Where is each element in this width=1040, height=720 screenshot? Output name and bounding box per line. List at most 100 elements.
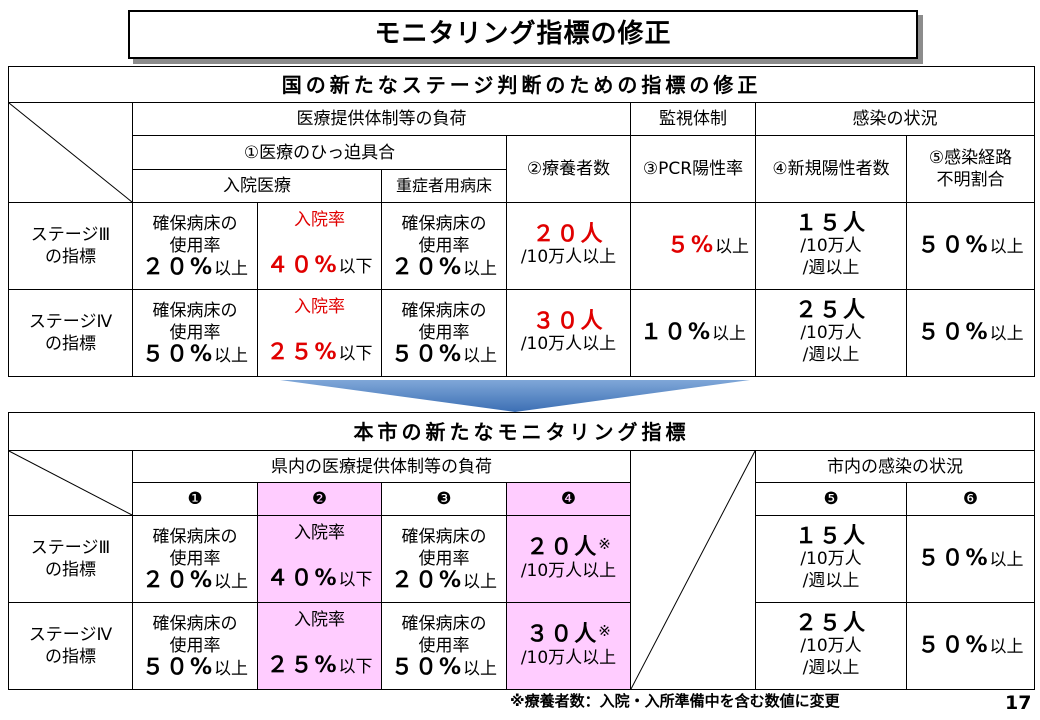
- route-value: ５０%: [917, 232, 990, 258]
- beds-label: 確保病床の: [152, 526, 238, 547]
- national-col-severe: 重症者用病床: [381, 169, 507, 203]
- hosp-value: ２５%: [266, 340, 339, 365]
- footnote: ※療養者数：入院・入所準備中を含む数値に変更: [510, 692, 840, 710]
- national-col-pcr: ③PCR陽性率: [630, 135, 756, 203]
- stage-suffix: の指標: [45, 560, 96, 580]
- national-header: 国の新たなステージ判断のための指標の修正: [7, 66, 1036, 103]
- hosp-value: ２５%: [266, 653, 339, 678]
- beds-label: 使用率: [169, 548, 221, 569]
- beds-value: ２０%: [141, 567, 215, 593]
- pcr-rate-cell: １０%以上: [630, 289, 756, 377]
- down-arrow-icon: [280, 380, 750, 412]
- beds-usage-cell: 確保病床の 使用率 ５０%以上: [132, 602, 258, 690]
- new-cases-cell: ２５人 /10万人 /週以上: [755, 289, 907, 377]
- national-col-unknown-route: ⑤感染経路 不明割合: [905, 135, 1036, 203]
- city-col-2: ❷: [257, 482, 382, 516]
- beds-label: 使用率: [169, 322, 221, 343]
- new-unit: /週以上: [802, 658, 860, 678]
- hosp-label: 入院率: [294, 297, 345, 317]
- route-suffix: 以上: [989, 323, 1024, 344]
- national-col-unknown-route-line2: 不明割合: [936, 170, 1005, 190]
- recuperating-cell: ２０人※ /10万人以上: [506, 515, 631, 603]
- beds-value: ５０%: [141, 654, 215, 680]
- severe-beds-cell: 確保病床の 使用率 ２０%以上: [381, 515, 507, 603]
- pcr-value: １０%: [639, 319, 713, 345]
- stage-label: ステージⅣ の指標: [8, 602, 133, 690]
- hosp-suffix: 以下: [338, 657, 373, 677]
- national-col-inpatient: 入院医療: [132, 169, 382, 203]
- severe-label: 確保病床の: [401, 613, 487, 634]
- city-group-medical: 県内の医療提供体制等の負荷: [132, 450, 631, 483]
- severe-value: ２０%: [390, 567, 464, 593]
- slide-title: モニタリング指標の修正: [374, 19, 672, 49]
- severe-label: 使用率: [418, 322, 470, 343]
- city-row-stage3: ステージⅢ の指標 確保病床の 使用率 ２０%以上 入院率 ４０%以下 確保病床…: [8, 515, 1035, 603]
- recuperating-cell: ２０人 /10万人以上: [506, 202, 631, 290]
- city-group-infection: 市内の感染の状況: [755, 450, 1035, 483]
- hosp-value: ４０%: [266, 566, 339, 591]
- hosp-label: 入院率: [294, 523, 345, 543]
- hospitalization-rate-cell: 入院率 ４０%以下: [257, 202, 382, 290]
- city-corner-cell: [8, 450, 133, 516]
- route-suffix: 以上: [989, 636, 1024, 657]
- severe-label: 確保病床の: [401, 213, 487, 234]
- new-cases-cell: １５人 /10万人 /週以上: [755, 515, 907, 603]
- new-unit: /10万人: [800, 549, 862, 569]
- hosp-suffix: 以下: [338, 344, 373, 364]
- note-mark: ※: [598, 621, 611, 640]
- beds-suffix: 以上: [214, 571, 249, 592]
- national-sub-pressure: ①医療のひっ迫具合: [132, 135, 507, 170]
- new-unit: /10万人: [800, 323, 862, 343]
- recuperating-cell: ３０人※ /10万人以上: [506, 602, 631, 690]
- national-row-stage3: ステージⅢ の指標 確保病床の 使用率 ２０%以上 入院率 ４０%以下 確保病床…: [8, 202, 1036, 290]
- beds-suffix: 以上: [214, 345, 249, 366]
- unknown-route-cell: ５０%以上: [906, 515, 1035, 603]
- national-col-new-cases: ④新規陽性者数: [755, 135, 907, 203]
- slide-title-box: モニタリング指標の修正: [128, 10, 918, 59]
- hospitalization-rate-cell: 入院率 ４０%以下: [257, 515, 382, 603]
- page-number: 17: [1005, 692, 1032, 714]
- severe-label: 使用率: [418, 548, 470, 569]
- beds-usage-cell: 確保病床の 使用率 ５０%以上: [132, 289, 258, 377]
- recuperating-cell: ３０人 /10万人以上: [506, 289, 631, 377]
- stage-name: ステージⅣ: [28, 625, 113, 645]
- route-value: ５０%: [917, 632, 990, 658]
- national-corner-cell: [8, 102, 133, 203]
- beds-value: ５０%: [141, 341, 215, 367]
- new-unit: /10万人: [800, 636, 862, 656]
- beds-label: 確保病床の: [152, 213, 238, 234]
- stage-label: ステージⅢ の指標: [8, 202, 133, 290]
- new-cases-cell: １５人 /10万人 /週以上: [755, 202, 907, 290]
- severe-value: ２０%: [390, 254, 464, 280]
- beds-label: 使用率: [169, 635, 221, 656]
- stage-name: ステージⅣ: [28, 312, 113, 332]
- new-value: ２５人: [794, 298, 867, 323]
- national-group-medical: 医療提供体制等の負荷: [132, 102, 631, 136]
- beds-usage-cell: 確保病床の 使用率 ２０%以上: [132, 515, 258, 603]
- city-col-1: ❶: [132, 482, 258, 516]
- new-unit: /週以上: [802, 258, 860, 278]
- stage-suffix: の指標: [45, 334, 96, 354]
- recup-value: ２０人: [526, 534, 599, 560]
- stage-suffix: の指標: [45, 247, 96, 267]
- note-mark: ※: [598, 534, 611, 553]
- route-suffix: 以上: [989, 236, 1024, 257]
- pcr-value: ５%: [666, 232, 715, 258]
- national-row-stage4: ステージⅣ の指標 確保病床の 使用率 ５０%以上 入院率 ２５%以下 確保病床…: [8, 289, 1036, 377]
- city-col-5: ❺: [755, 482, 907, 516]
- severe-value: ５０%: [390, 654, 464, 680]
- hosp-suffix: 以下: [338, 570, 373, 590]
- city-header: 本市の新たなモニタリング指標: [8, 412, 1035, 451]
- severe-suffix: 以上: [463, 571, 498, 592]
- severe-beds-cell: 確保病床の 使用率 ５０%以上: [381, 289, 507, 377]
- national-group-infection: 感染の状況: [754, 102, 1036, 136]
- city-empty-pcr-column: [630, 450, 756, 690]
- new-cases-cell: ２５人 /10万人 /週以上: [755, 602, 907, 690]
- route-value: ５０%: [917, 545, 990, 571]
- stage-label: ステージⅣ の指標: [8, 289, 133, 377]
- unknown-route-cell: ５０%以上: [905, 202, 1036, 290]
- unknown-route-cell: ５０%以上: [905, 289, 1036, 377]
- severe-beds-cell: 確保病床の 使用率 ２０%以上: [381, 202, 507, 290]
- recup-suffix: /10万人以上: [520, 247, 617, 267]
- severe-beds-cell: 確保病床の 使用率 ５０%以上: [381, 602, 507, 690]
